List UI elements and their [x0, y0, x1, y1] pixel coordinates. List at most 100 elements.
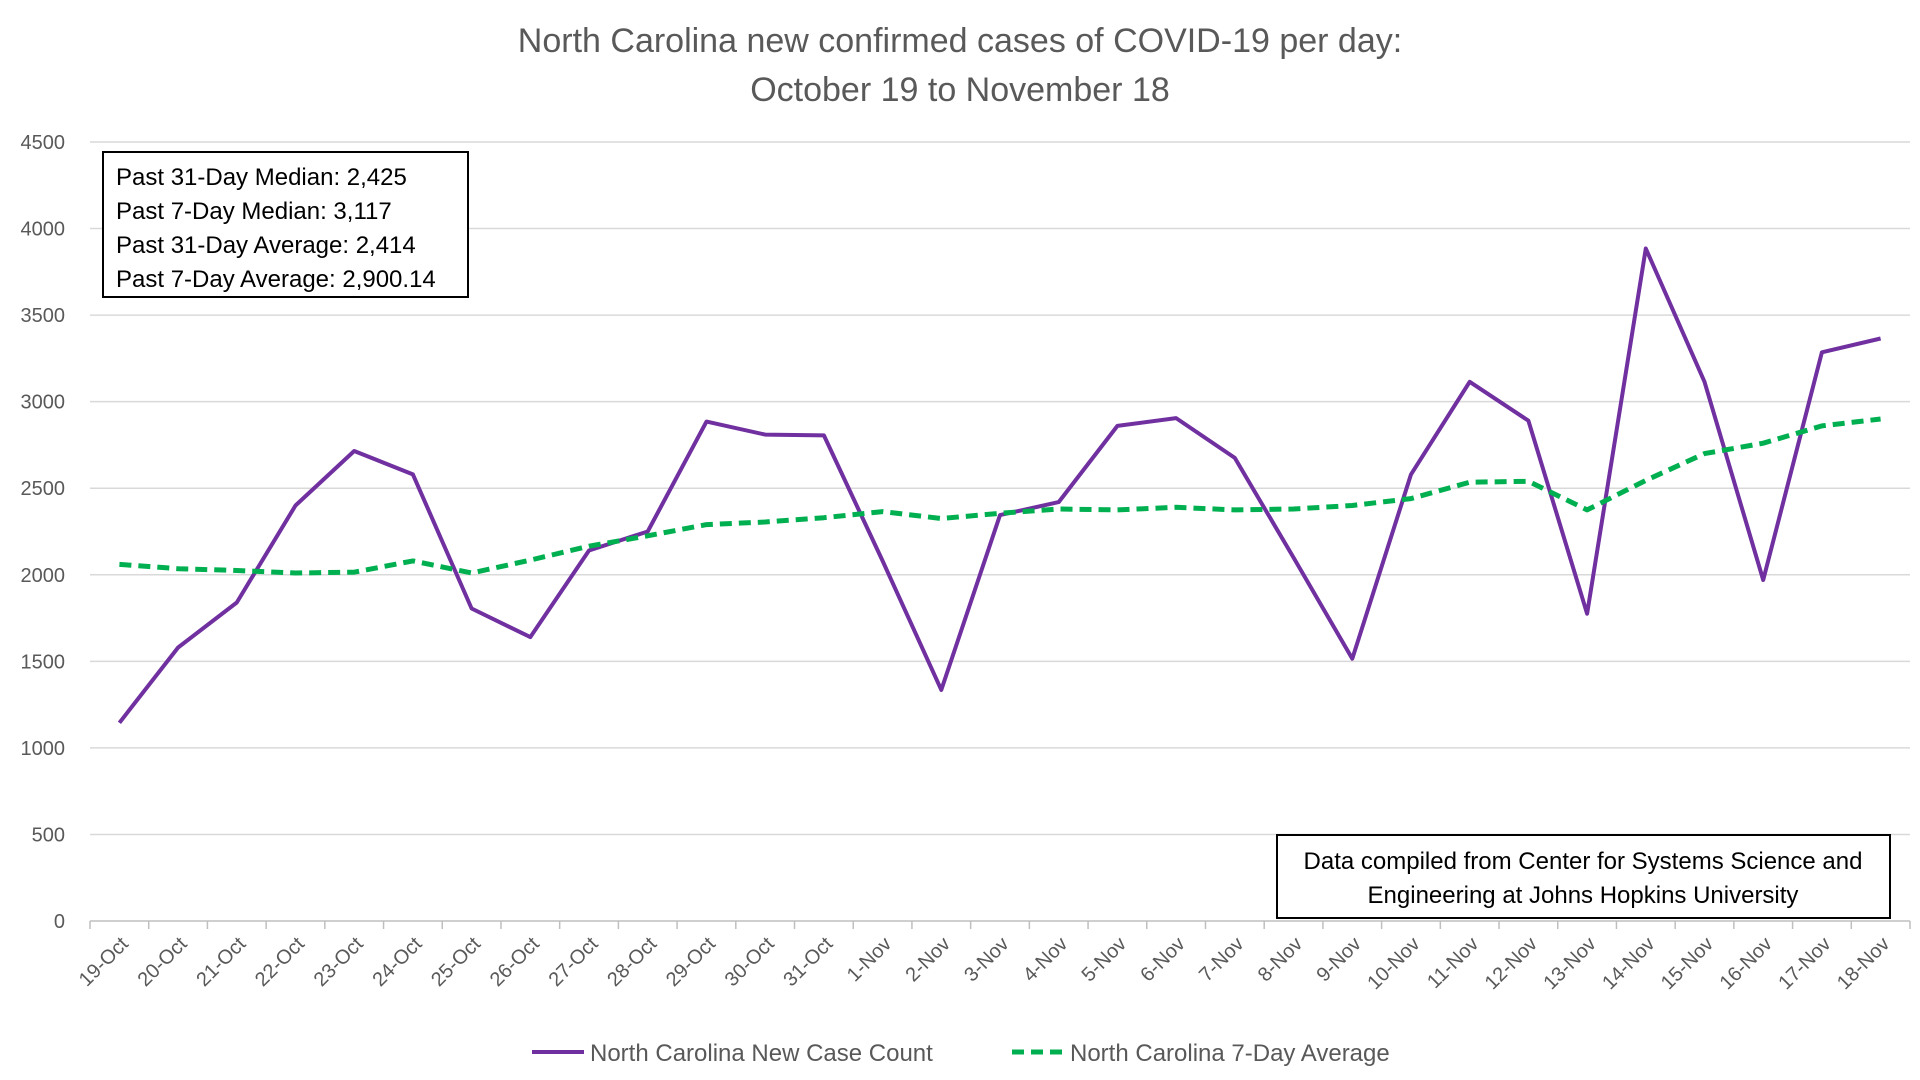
y-tick-label: 4500	[21, 132, 66, 154]
avg-point	[235, 568, 239, 572]
avg-point	[352, 570, 356, 574]
x-tick-label: 27-Oct	[545, 933, 603, 991]
x-tick-label: 9-Nov	[1313, 933, 1366, 986]
y-tick-label: 1500	[21, 651, 66, 673]
new-cases-point	[822, 433, 826, 437]
x-tick-label: 10-Nov	[1363, 933, 1424, 994]
y-tick-label: 0	[54, 911, 65, 933]
x-tick-label: 16-Nov	[1716, 933, 1777, 994]
x-tick-label: 29-Oct	[662, 933, 720, 991]
x-tick-label: 21-Oct	[192, 933, 250, 991]
avg-point	[1115, 508, 1119, 512]
new-cases-point	[1585, 612, 1589, 616]
series-line-new-cases	[117, 246, 1882, 725]
avg-point	[1174, 505, 1178, 509]
gridlines	[90, 141, 1910, 922]
new-cases-point	[470, 607, 474, 611]
source-box-border	[1276, 834, 1891, 919]
new-cases-point	[1233, 456, 1237, 460]
avg-point	[1233, 508, 1237, 512]
avg-point	[528, 558, 532, 562]
new-cases-point	[763, 433, 767, 437]
new-cases-point	[352, 449, 356, 453]
chart-title: North Carolina new confirmed cases of CO…	[518, 22, 1402, 60]
new-cases-point	[587, 549, 591, 553]
avg-point	[1820, 424, 1824, 428]
avg-point	[822, 516, 826, 520]
x-tick-label: 23-Oct	[310, 933, 368, 991]
new-cases-point	[528, 635, 532, 639]
chart-subtitle: October 19 to November 18	[750, 71, 1170, 109]
y-tick-label: 2000	[21, 565, 66, 587]
avg-point	[1292, 507, 1296, 511]
new-cases-point	[293, 504, 297, 508]
new-cases-point	[881, 559, 885, 563]
new-cases-point	[411, 472, 415, 476]
x-tick-label: 22-Oct	[251, 933, 309, 991]
new-cases-point	[939, 688, 943, 692]
avg-point	[293, 571, 297, 575]
source-box: Data compiled from Center for Systems Sc…	[1276, 834, 1891, 919]
avg-point	[176, 567, 180, 571]
avg-point	[587, 544, 591, 548]
new-cases-point	[1292, 555, 1296, 559]
new-cases-point	[1115, 424, 1119, 428]
y-axis-ticks: 0 500 1000 1500 2000 2500 3000 3500 4000 4500	[21, 132, 66, 933]
avg-point	[998, 511, 1002, 515]
x-tick-label: 8-Nov	[1254, 933, 1307, 986]
x-tick-label: 14-Nov	[1598, 933, 1659, 994]
avg-point	[1468, 480, 1472, 484]
avg-point	[1879, 417, 1883, 421]
stat-7-day-median: Past 7-Day Median: 3,117	[116, 198, 392, 225]
avg-point	[704, 523, 708, 527]
stat-7-day-average: Past 7-Day Average: 2,900.14	[116, 266, 436, 293]
x-tick-label: 5-Nov	[1078, 933, 1131, 986]
new-cases-point	[1820, 350, 1824, 354]
legend: North Carolina New Case Count North Caro…	[532, 1040, 1390, 1067]
new-cases-point	[1761, 578, 1765, 582]
new-cases-point	[117, 721, 121, 725]
stats-box-border	[102, 151, 469, 298]
new-cases-point	[176, 645, 180, 649]
avg-point	[1644, 478, 1648, 482]
avg-point	[1350, 504, 1354, 508]
series-lines	[117, 246, 1883, 725]
x-tick-label: 25-Oct	[427, 933, 485, 991]
x-tick-label: 13-Nov	[1539, 933, 1600, 994]
new-cases-point	[1057, 500, 1061, 504]
x-tick-label: 12-Nov	[1481, 933, 1542, 994]
avg-point	[470, 571, 474, 575]
x-tick-label: 1-Nov	[843, 933, 896, 986]
y-tick-label: 2500	[21, 478, 66, 500]
y-tick-label: 3500	[21, 305, 66, 327]
stats-box: Past 31-Day Median: 2,425 Past 7-Day Med…	[102, 151, 469, 298]
new-cases-point	[1174, 416, 1178, 420]
x-tick-label: 26-Oct	[486, 933, 544, 991]
y-tick-label: 500	[32, 824, 65, 846]
new-cases-point	[235, 600, 239, 604]
series-line-7-day-average	[119, 416, 1881, 576]
x-tick-label: 3-Nov	[960, 933, 1013, 986]
avg-point	[1761, 441, 1765, 445]
new-cases-point	[1468, 380, 1472, 384]
new-cases-point	[1409, 472, 1413, 476]
x-tick-label: 17-Nov	[1774, 933, 1835, 994]
new-cases-point	[1879, 336, 1883, 340]
x-tick-label: 18-Nov	[1833, 933, 1894, 994]
x-tick-label: 6-Nov	[1136, 933, 1189, 986]
x-tick-label: 31-Oct	[779, 933, 837, 991]
new-cases-point	[704, 420, 708, 424]
y-tick-label: 3000	[21, 392, 66, 414]
x-tick-label: 28-Oct	[603, 933, 661, 991]
legend-label-new-cases: North Carolina New Case Count	[590, 1040, 933, 1067]
avg-point	[1703, 452, 1707, 456]
avg-point	[1057, 507, 1061, 511]
x-tick-label: 7-Nov	[1195, 933, 1248, 986]
y-tick-label: 4000	[21, 219, 66, 241]
avg-point	[881, 510, 885, 514]
new-cases-point	[646, 530, 650, 534]
avg-point	[117, 562, 121, 566]
avg-point	[939, 517, 943, 521]
